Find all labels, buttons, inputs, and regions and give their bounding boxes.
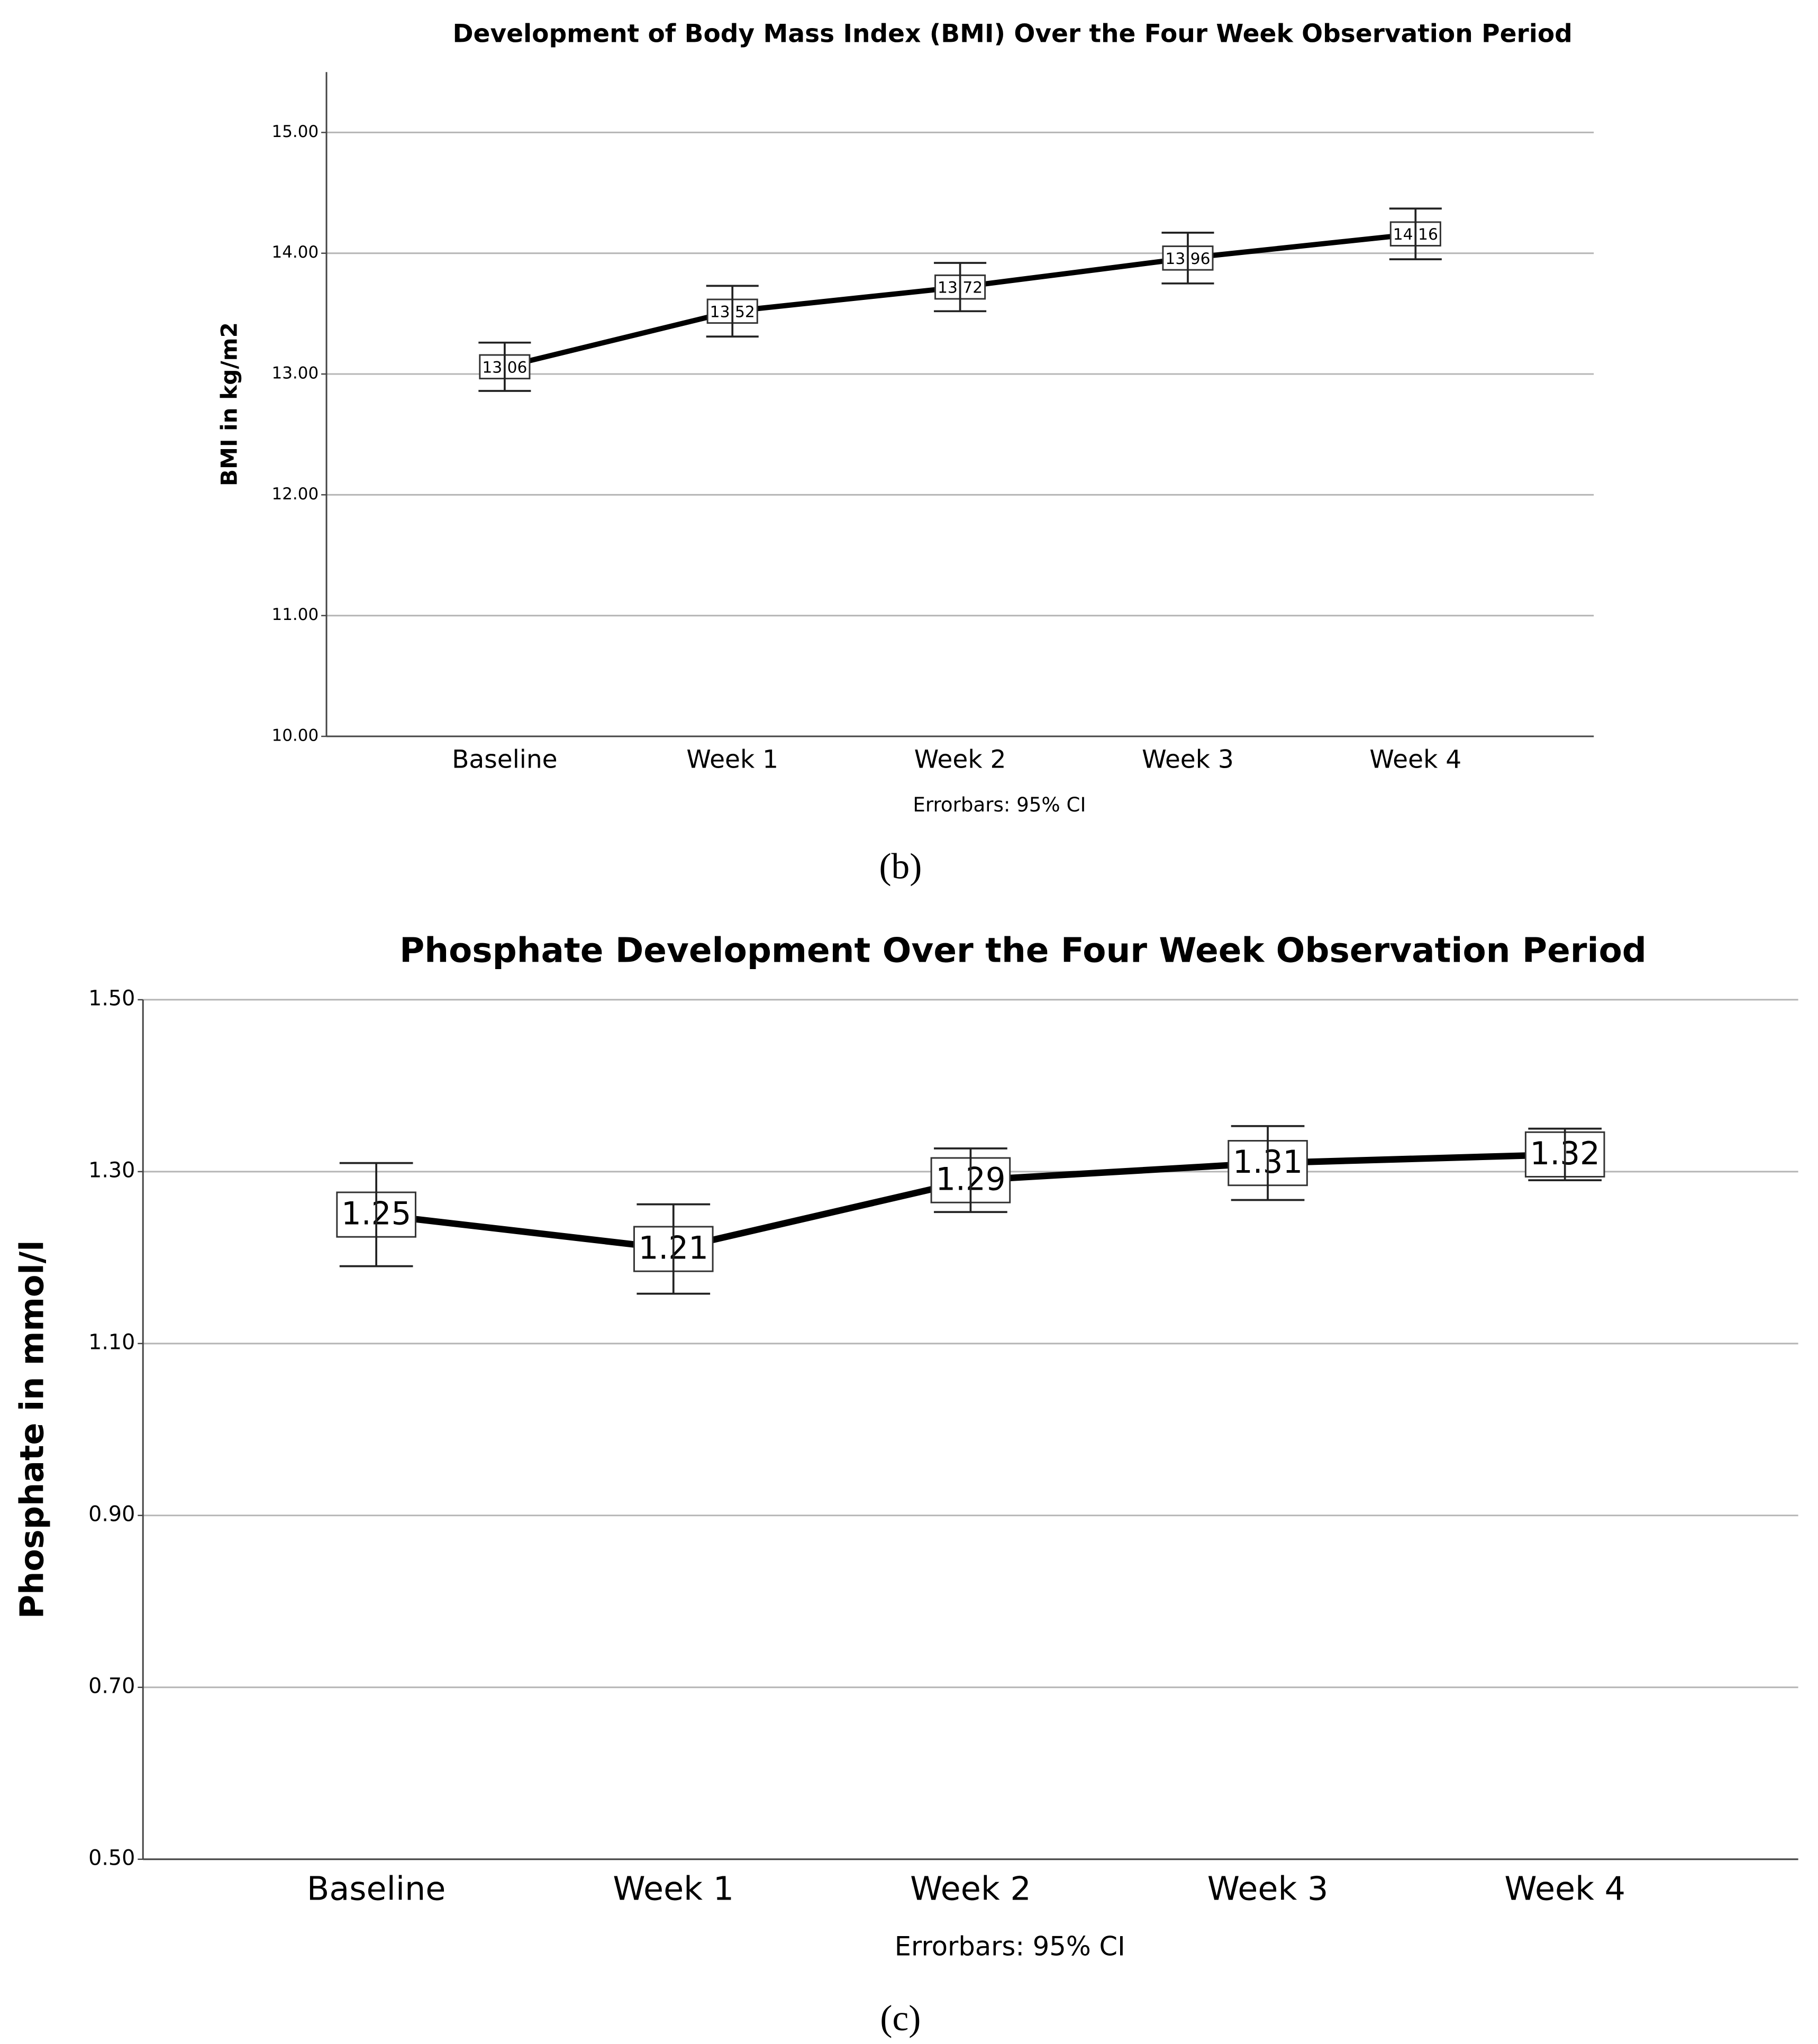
y-axis-label: Phosphate in mmol/l (13, 1240, 51, 1619)
y-tick-label: 15.00 (272, 122, 319, 141)
x-tick-label: Baseline (452, 745, 557, 774)
note: Errorbars: 95% CI (895, 1931, 1125, 1962)
y-tick-label: 1.10 (88, 1330, 135, 1354)
x-tick-label: Week 2 (914, 745, 1006, 774)
x-tick-label: Week 1 (613, 1869, 734, 1908)
y-tick-label: 1.30 (88, 1158, 135, 1182)
chart-title: Phosphate Development Over the Four Week… (399, 930, 1647, 970)
y-tick-label: 13.00 (272, 364, 319, 383)
x-tick-label: Week 3 (1207, 1869, 1329, 1908)
y-tick-label: 11.00 (272, 605, 319, 624)
y-tick-label: 10.00 (272, 726, 319, 745)
x-tick-label: Week 3 (1142, 745, 1234, 774)
caption: (b) (879, 846, 922, 887)
y-tick-label: 0.50 (88, 1846, 135, 1870)
caption: (c) (880, 1998, 921, 2039)
y-tick-label: 0.70 (88, 1674, 135, 1698)
x-tick-label: Week 4 (1369, 745, 1461, 774)
y-axis-label: BMI in kg/m2 (216, 322, 242, 486)
y-tick-label: 1.50 (88, 986, 135, 1010)
chart-title: Development of Body Mass Index (BMI) Ove… (453, 19, 1572, 48)
note: Errorbars: 95% CI (913, 793, 1086, 816)
x-tick-label: Baseline (307, 1869, 446, 1908)
y-tick-label: 14.00 (272, 243, 319, 262)
x-tick-label: Week 2 (910, 1869, 1031, 1908)
y-tick-label: 0.90 (88, 1502, 135, 1526)
x-tick-label: Week 4 (1504, 1869, 1625, 1908)
x-tick-label: Week 1 (686, 745, 778, 774)
y-tick-label: 12.00 (272, 485, 319, 504)
